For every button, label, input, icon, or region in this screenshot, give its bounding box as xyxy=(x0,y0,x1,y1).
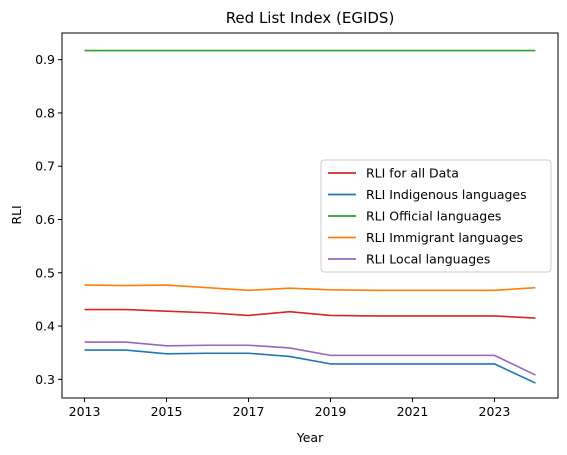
legend-label-4: RLI Local languages xyxy=(366,252,490,267)
series-line-3 xyxy=(84,284,536,292)
series-line-1 xyxy=(84,349,536,384)
y-tick-label: 0.4 xyxy=(35,319,55,334)
x-axis: 2013 2015 2017 2019 2021 2023 xyxy=(69,398,511,419)
y-tick-label: 0.8 xyxy=(35,105,55,120)
legend-label-0: RLI for all Data xyxy=(366,166,459,181)
x-tick-label: 2023 xyxy=(479,404,511,419)
x-tick-label: 2017 xyxy=(233,404,265,419)
y-tick-label: 0.5 xyxy=(35,265,55,280)
series-line-4 xyxy=(84,341,536,376)
y-tick-label: 0.7 xyxy=(35,159,55,174)
series-layer xyxy=(84,49,536,384)
legend-label-1: RLI Indigenous languages xyxy=(366,187,527,202)
y-tick-label: 0.9 xyxy=(35,52,55,67)
plot-area xyxy=(61,32,559,399)
y-tick-label: 0.3 xyxy=(35,372,55,387)
y-axis: 0.3 0.4 0.5 0.6 0.7 0.8 0.9 xyxy=(35,52,62,387)
legend-label-3: RLI Immigrant languages xyxy=(366,230,523,245)
legend-box xyxy=(320,159,552,273)
plot-frame xyxy=(61,32,559,399)
legend: RLI for all Data RLI Indigenous languages… xyxy=(320,159,552,273)
legend-label-2: RLI Official languages xyxy=(366,209,501,224)
x-tick-label: 2021 xyxy=(397,404,429,419)
x-tick-label: 2013 xyxy=(69,404,101,419)
y-tick-label: 0.6 xyxy=(35,212,55,227)
y-axis-label: RLI xyxy=(9,205,24,224)
chart-title: Red List Index (EGIDS) xyxy=(226,9,395,27)
x-tick-label: 2019 xyxy=(315,404,347,419)
series-line-0 xyxy=(84,308,536,319)
x-tick-label: 2015 xyxy=(151,404,183,419)
x-axis-label: Year xyxy=(296,430,324,445)
